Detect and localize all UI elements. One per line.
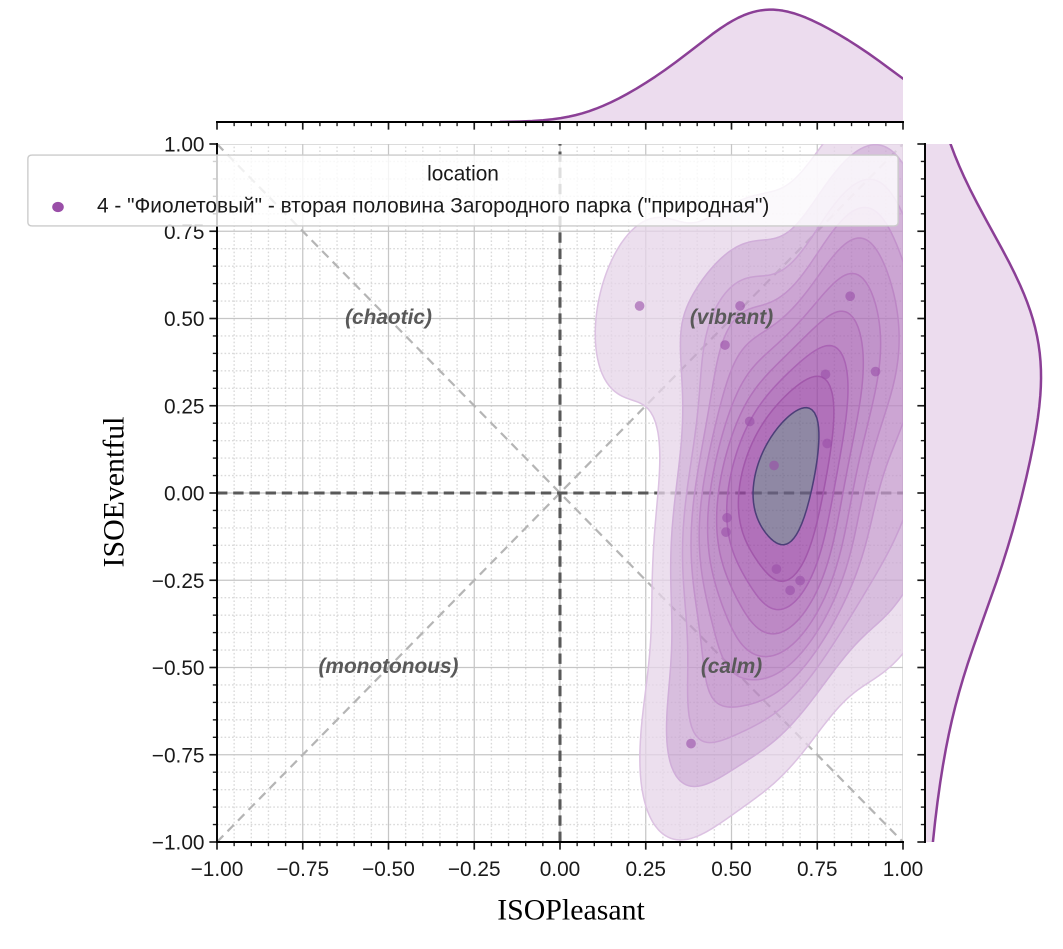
svg-text:0.50: 0.50 bbox=[164, 308, 205, 331]
svg-text:−0.50: −0.50 bbox=[152, 657, 205, 680]
svg-text:0.00: 0.00 bbox=[164, 483, 205, 506]
svg-text:−0.25: −0.25 bbox=[448, 858, 501, 881]
svg-text:0.25: 0.25 bbox=[625, 858, 666, 881]
svg-text:0.75: 0.75 bbox=[797, 858, 838, 881]
svg-text:1.00: 1.00 bbox=[164, 134, 205, 157]
svg-text:(chaotic): (chaotic) bbox=[345, 306, 432, 329]
svg-text:0.00: 0.00 bbox=[540, 858, 581, 881]
svg-text:−0.25: −0.25 bbox=[152, 570, 205, 593]
svg-text:ISOPleasant: ISOPleasant bbox=[497, 894, 645, 927]
svg-text:−0.75: −0.75 bbox=[276, 858, 329, 881]
svg-text:(calm): (calm) bbox=[701, 655, 762, 678]
svg-text:(monotonous): (monotonous) bbox=[319, 655, 459, 678]
svg-text:1.00: 1.00 bbox=[883, 858, 924, 881]
svg-text:0.25: 0.25 bbox=[164, 395, 205, 418]
svg-text:−1.00: −1.00 bbox=[191, 858, 244, 881]
svg-text:ISOEventful: ISOEventful bbox=[98, 417, 131, 568]
svg-text:location: location bbox=[427, 162, 499, 185]
svg-text:(vibrant): (vibrant) bbox=[690, 306, 773, 329]
svg-text:0.50: 0.50 bbox=[711, 858, 752, 881]
svg-text:−1.00: −1.00 bbox=[152, 832, 205, 855]
svg-text:−0.50: −0.50 bbox=[362, 858, 415, 881]
svg-text:4 - "Фиолетовый" - вторая поло: 4 - "Фиолетовый" - вторая половина Загор… bbox=[97, 195, 769, 218]
svg-text:−0.75: −0.75 bbox=[152, 744, 205, 767]
